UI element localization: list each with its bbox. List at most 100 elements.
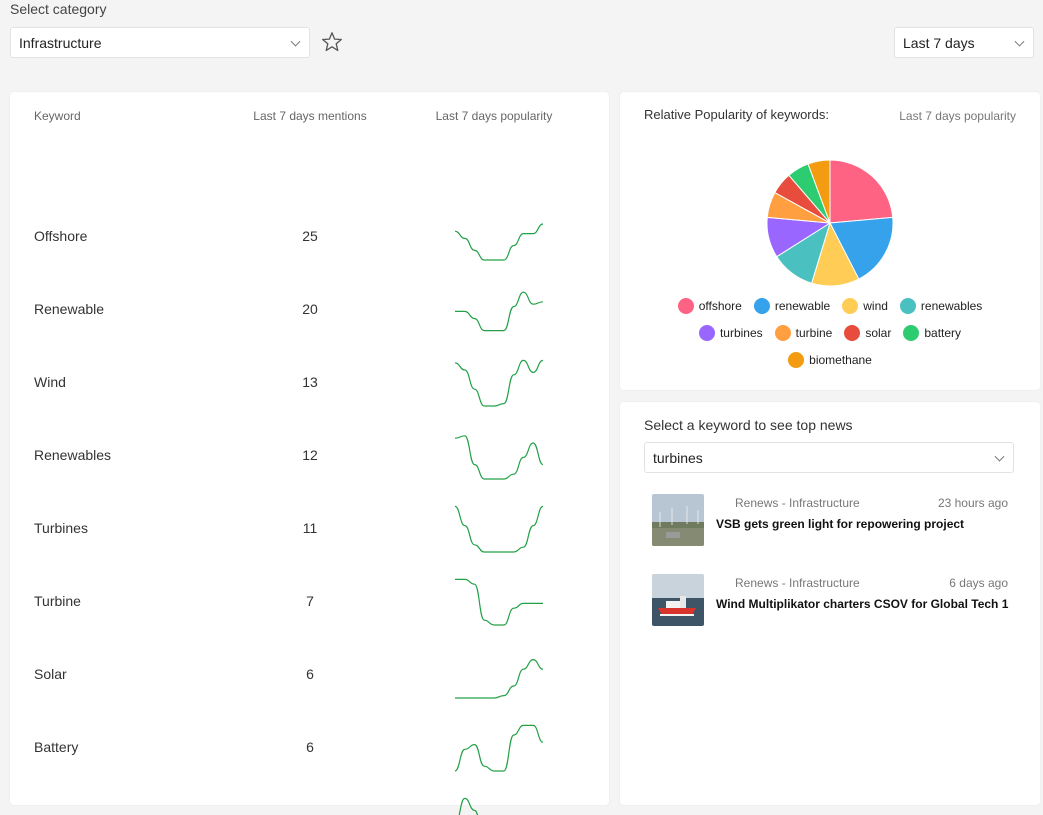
legend-swatch — [844, 325, 861, 341]
keyword-mentions: 7 — [306, 593, 314, 609]
table-row: Solar 6 — [10, 636, 609, 709]
pie-slice-biomethane[interactable] — [807, 159, 831, 224]
chevron-down-icon — [290, 36, 301, 47]
category-select[interactable]: Infrastructure — [10, 27, 310, 58]
keyword-name: Turbines — [34, 520, 88, 536]
pie-chart-subtitle: Last 7 days popularity — [899, 109, 1016, 123]
news-time: 6 days ago — [949, 576, 1008, 590]
pie-legend: offshore renewable wind renewables turbines t… — [650, 298, 1010, 368]
legend-item-renewables[interactable]: renewables — [899, 298, 983, 314]
legend-label: biomethane — [809, 353, 872, 367]
pie-slice-offshore[interactable] — [829, 159, 894, 224]
legend-swatch — [698, 325, 715, 341]
news-item[interactable]: Renews - Infrastructure 6 days ago Wind … — [652, 574, 1012, 630]
star-icon[interactable] — [320, 30, 344, 54]
popularity-sparkline — [454, 359, 544, 407]
keyword-name: Turbine — [34, 593, 81, 609]
legend-label: renewables — [920, 299, 983, 313]
table-row: Offshore 25 — [10, 198, 609, 271]
legend-label: turbine — [795, 326, 833, 340]
legend-item-offshore[interactable]: offshore — [677, 298, 742, 314]
table-row: Renewables 12 — [10, 417, 609, 490]
keyword-mentions: 6 — [306, 666, 314, 682]
pie-chart-title: Relative Popularity of keywords: — [644, 107, 829, 122]
popularity-sparkline — [455, 578, 543, 626]
keyword-name: Battery — [34, 739, 79, 755]
sparkline-line — [454, 724, 544, 772]
keyword-select-value: turbines — [653, 449, 703, 466]
news-title-link[interactable]: VSB gets green light for repowering proj… — [716, 517, 965, 531]
legend-item-turbine[interactable]: turbine — [774, 325, 833, 341]
sparkline-line — [454, 359, 544, 407]
legend-item-wind[interactable]: wind — [842, 298, 888, 314]
wind-farm-thumbnail[interactable] — [652, 494, 704, 546]
keyword-name: Renewable — [34, 301, 105, 317]
table-row: Renewable 20 — [10, 271, 609, 344]
column-header-mentions: Last 7 days mentions — [253, 109, 367, 123]
keyword-mentions: 20 — [302, 301, 318, 317]
popularity-sparkline — [458, 797, 479, 815]
legend-item-turbines[interactable]: turbines — [698, 325, 763, 341]
keyword-mentions: 13 — [302, 374, 318, 390]
keyword-name: Wind — [34, 374, 66, 390]
table-row: Battery 6 — [10, 709, 609, 782]
keyword-mentions: 11 — [302, 520, 318, 536]
chevron-down-icon — [1014, 36, 1025, 47]
sparkline-line — [454, 223, 544, 261]
news-title-link[interactable]: Wind Multiplikator charters CSOV for Glo… — [716, 597, 1009, 611]
news-source: Renews - Infrastructure — [735, 576, 860, 590]
table-row: Biomethane 6 — [10, 782, 609, 815]
legend-label: turbines — [719, 326, 763, 340]
legend-swatch — [753, 298, 770, 314]
keyword-mentions: 6 — [210, 812, 410, 815]
news-keyword-label: Select a keyword to see top news — [644, 417, 853, 433]
sparkline-line — [454, 505, 544, 553]
table-row: Turbine 7 — [10, 563, 609, 636]
legend-swatch — [788, 352, 805, 368]
news-item[interactable]: Renews - Infrastructure 23 hours ago VSB… — [652, 494, 1012, 550]
keyword-mentions: 25 — [302, 228, 318, 244]
keyword-name: Biomethane — [34, 812, 109, 815]
legend-item-battery[interactable]: battery — [903, 325, 961, 341]
keyword-name: Renewables — [34, 447, 112, 463]
popularity-sparkline — [454, 435, 544, 480]
legend-label: offshore — [698, 299, 742, 313]
pie-chart — [766, 159, 894, 287]
news-time: 23 hours ago — [937, 496, 1008, 510]
column-header-keyword: Keyword — [34, 109, 81, 123]
popularity-sparkline — [454, 724, 544, 772]
legend-item-solar[interactable]: solar — [844, 325, 891, 341]
keyword-mentions: 6 — [306, 739, 314, 755]
legend-swatch — [842, 298, 859, 314]
vessel-thumbnail[interactable] — [652, 574, 704, 626]
legend-item-renewable[interactable]: renewable — [753, 298, 831, 314]
column-header-popularity: Last 7 days popularity — [435, 109, 553, 123]
popularity-sparkline — [455, 291, 544, 332]
legend-swatch — [774, 325, 791, 341]
legend-label: renewable — [774, 299, 831, 313]
keyword-select[interactable]: turbines — [644, 442, 1014, 473]
legend-item-biomethane[interactable]: biomethane — [788, 352, 872, 368]
table-row: Turbines 11 — [10, 490, 609, 563]
legend-label: battery — [924, 326, 962, 340]
period-select[interactable]: Last 7 days — [894, 27, 1034, 58]
legend-swatch — [903, 325, 920, 341]
pie-slice-renewable[interactable] — [829, 216, 894, 280]
legend-swatch — [899, 298, 916, 314]
sparkline-line — [454, 435, 544, 480]
popularity-sparkline — [454, 505, 544, 553]
keyword-mentions: 12 — [302, 447, 318, 463]
sparkline-line — [455, 291, 544, 332]
popularity-sparkline — [454, 223, 544, 261]
keyword-name: Offshore — [34, 228, 88, 244]
chevron-down-icon — [994, 451, 1005, 462]
legend-swatch — [677, 298, 694, 314]
category-label: Select category — [10, 1, 107, 17]
popularity-sparkline — [454, 658, 544, 699]
category-select-value: Infrastructure — [19, 34, 102, 51]
pie-chart-card: Relative Popularity of keywords: Last 7 … — [620, 92, 1040, 390]
table-row: Wind 13 — [10, 344, 609, 417]
sparkline-line — [455, 578, 543, 626]
news-source: Renews - Infrastructure — [735, 496, 860, 510]
news-card: Select a keyword to see top news turbine… — [620, 402, 1040, 805]
